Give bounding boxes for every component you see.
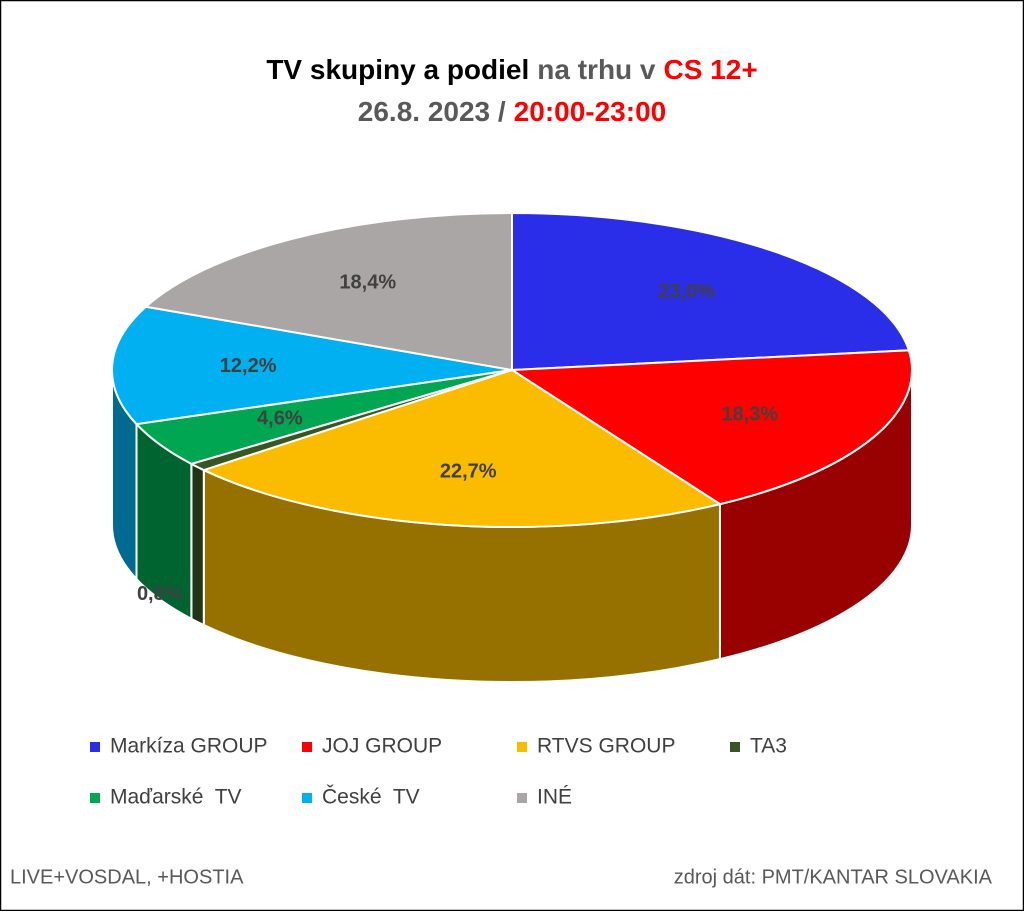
title-part: na trhu v: [537, 54, 656, 85]
legend-label: Markíza GROUP: [110, 735, 268, 758]
data-label: 22,7%: [440, 460, 497, 482]
legend-label: Maďarské TV: [110, 786, 242, 809]
slice: [111, 305, 513, 426]
data-label: 12,2%: [220, 355, 277, 377]
legend-label: RTVS GROUP: [537, 735, 675, 758]
legend-swatch: [730, 742, 740, 752]
slice: [508, 349, 913, 506]
legend-swatch: [90, 793, 100, 803]
legend-swatch: [302, 793, 312, 803]
data-label: 18,4%: [339, 271, 396, 293]
slice-side: [190, 462, 205, 627]
footer-left: LIVE+VOSDAL, +HOSTIA: [10, 866, 244, 888]
data-label: 18,3%: [721, 403, 778, 425]
title: TV skupiny a podiel na trhu v CS 12+: [266, 54, 757, 85]
subtitle: 26.8. 2023 / 20:00-23:00: [358, 96, 666, 127]
subtitle-part: 20:00-23:00: [514, 96, 667, 127]
slice: [201, 368, 723, 528]
slice: [143, 211, 513, 372]
slice: [511, 211, 911, 372]
legend-swatch: [517, 793, 527, 803]
legend-swatch: [302, 742, 312, 752]
legend-label: INÉ: [537, 786, 572, 809]
title-part: TV skupiny a podiel: [266, 54, 529, 85]
legend-label: České TV: [322, 786, 420, 809]
data-label: 0,8%: [137, 583, 183, 605]
legend-swatch: [517, 742, 527, 752]
footer-right: zdroj dát: PMT/KANTAR SLOVAKIA: [674, 866, 993, 888]
title-part: CS 12+: [664, 54, 758, 85]
data-label: 4,6%: [257, 408, 303, 430]
legend-swatch: [90, 742, 100, 752]
legend-label: JOJ GROUP: [322, 735, 442, 758]
legend-label: TA3: [750, 735, 787, 758]
subtitle-part: 26.8. 2023 /: [358, 96, 506, 127]
data-label: 23,0%: [658, 281, 715, 303]
